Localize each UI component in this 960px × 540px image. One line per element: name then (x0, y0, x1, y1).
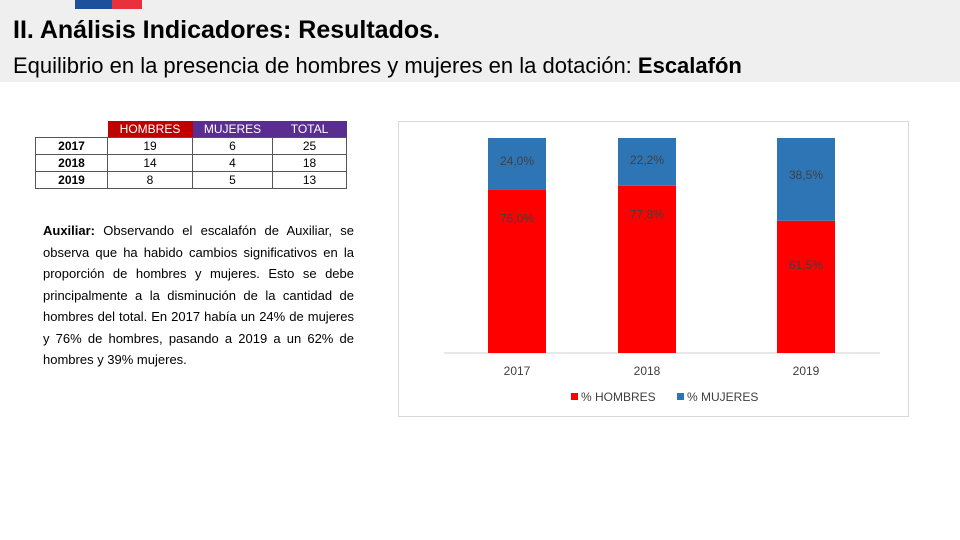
paragraph-text: Observando el escalafón de Auxiliar, se … (43, 223, 354, 367)
legend-swatch-hombres (571, 393, 578, 400)
col-header-hombres: HOMBRES (107, 121, 193, 138)
row-year: 2019 (35, 171, 108, 189)
cell-hombres: 14 (107, 154, 193, 172)
legend-label-hombres: % HOMBRES (581, 390, 656, 404)
cell-mujeres: 5 (192, 171, 273, 189)
col-header-mujeres: MUJERES (192, 121, 273, 138)
bar-hombres-2017 (488, 189, 546, 353)
bar-mujeres-2019 (777, 138, 835, 221)
flag-stripe-blue (75, 0, 112, 9)
legend-swatch-mujeres (677, 393, 684, 400)
cell-hombres: 19 (107, 137, 193, 155)
col-header-total: TOTAL (272, 121, 347, 138)
x-tick-label-2018: 2018 (634, 364, 661, 378)
bar-mujeres-2017 (488, 138, 546, 190)
analysis-paragraph: Auxiliar: Observando el escalafón de Aux… (43, 220, 354, 371)
subtitle-emphasis: Escalafón (637, 53, 742, 78)
stacked-bar-chart: 76,0% 24,0% 2017 77,8% 22,2% 2018 61,5% 38,5% 20… (444, 138, 880, 404)
x-tick-label-2019: 2019 (793, 364, 820, 378)
legend-label-mujeres: % MUJERES (687, 390, 758, 404)
staff-count-table: HOMBRES MUJERES TOTAL 2017 19 6 25 2018 … (35, 121, 347, 189)
bar-mujeres-2018 (618, 138, 676, 186)
data-label-hombres-2018: 77,8% (630, 208, 664, 222)
data-label-hombres-2019: 61,5% (789, 258, 823, 272)
cell-total: 13 (272, 171, 347, 189)
data-label-mujeres-2017: 24,0% (500, 154, 534, 168)
page-subtitle: Equilibrio en la presencia de hombres y … (13, 53, 742, 79)
table-row: 2019 8 5 13 (35, 171, 347, 189)
cell-hombres: 8 (107, 171, 193, 189)
table-corner (35, 121, 108, 138)
subtitle-text: Equilibrio en la presencia de hombres y … (13, 53, 638, 78)
row-year: 2018 (35, 154, 108, 172)
table-row: 2017 19 6 25 (35, 137, 347, 155)
bar-hombres-2018 (618, 185, 676, 353)
x-tick-label-2017: 2017 (504, 364, 531, 378)
paragraph-label: Auxiliar: (43, 223, 96, 238)
cell-mujeres: 4 (192, 154, 273, 172)
cell-mujeres: 6 (192, 137, 273, 155)
bar-hombres-2019 (777, 220, 835, 353)
cell-total: 18 (272, 154, 347, 172)
flag-stripe-red (112, 0, 142, 9)
cell-total: 25 (272, 137, 347, 155)
data-label-mujeres-2019: 38,5% (789, 168, 823, 182)
chart-panel: 76,0% 24,0% 2017 77,8% 22,2% 2018 61,5% 38,5% 20… (398, 121, 909, 417)
table-header-row: HOMBRES MUJERES TOTAL (35, 121, 347, 138)
data-label-mujeres-2018: 22,2% (630, 153, 664, 167)
table-row: 2018 14 4 18 (35, 154, 347, 172)
data-label-hombres-2017: 76,0% (500, 212, 534, 226)
header-bar: II. Análisis Indicadores: Resultados. Eq… (0, 0, 960, 82)
page-title: II. Análisis Indicadores: Resultados. (13, 16, 440, 44)
row-year: 2017 (35, 137, 108, 155)
